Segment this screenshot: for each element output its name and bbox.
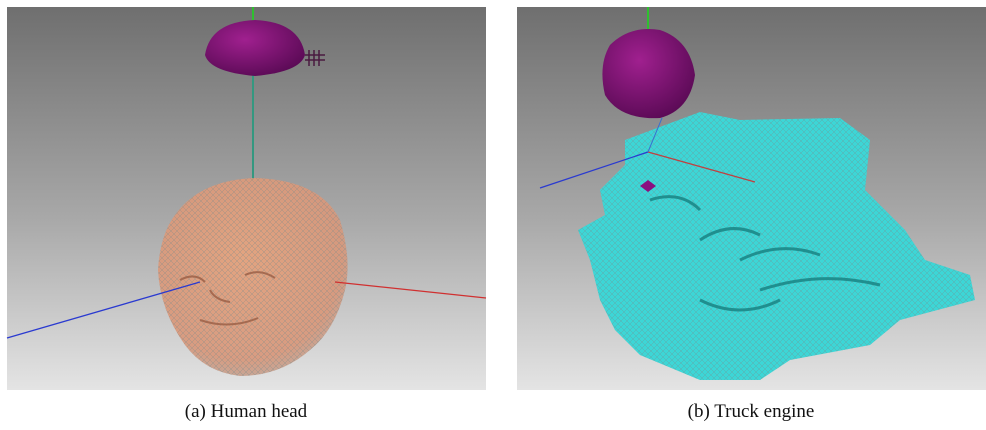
caption: (b) Truck engine xyxy=(688,401,815,422)
head-wireframe xyxy=(158,178,348,376)
x-axis-neg xyxy=(539,151,649,189)
origin-marker xyxy=(640,180,656,192)
caption: (a) Human head xyxy=(185,401,308,422)
light-sphere xyxy=(205,20,305,76)
engine-wireframe xyxy=(578,112,975,380)
x-axis-neg xyxy=(6,281,201,339)
panel-b xyxy=(517,7,986,390)
x-axis-pos xyxy=(334,281,487,299)
engine-detail xyxy=(649,195,881,312)
panel-a xyxy=(6,7,487,390)
light-sphere xyxy=(602,29,695,119)
z-axis xyxy=(647,117,663,153)
light-marker xyxy=(305,50,325,66)
face-features xyxy=(179,271,276,326)
x-axis-pos xyxy=(647,151,756,183)
